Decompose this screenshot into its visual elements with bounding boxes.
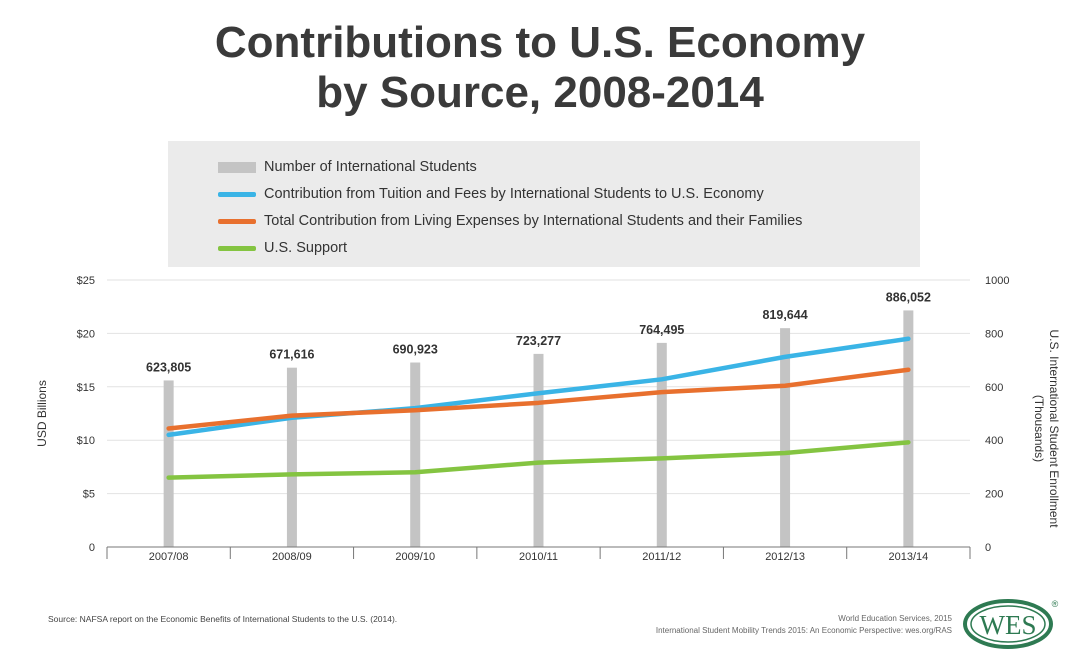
x-tick-label: 2013/14 [888, 551, 928, 563]
registered-mark: ® [1052, 599, 1059, 609]
x-tick-label: 2009/10 [395, 551, 435, 563]
y-tick-label: $15 [77, 382, 95, 394]
bar-students-2009-10 [410, 362, 421, 547]
bar-students-2011-12 [656, 342, 667, 547]
y2-tick-label: 0 [985, 542, 991, 554]
y-tick-label: $5 [83, 489, 95, 501]
legend-item-living: Total Contribution from Living Expenses … [218, 211, 802, 231]
legend-item-students: Number of International Students [218, 157, 477, 177]
y2-tick-label: 400 [985, 435, 1003, 447]
line-living-expenses [166, 367, 911, 431]
y-tick-label: 0 [89, 542, 95, 554]
legend-label-tuition: Contribution from Tuition and Fees by In… [264, 186, 764, 202]
x-tick-label: 2011/12 [642, 551, 681, 563]
chart-title: Contributions to U.S. Economy by Source,… [0, 18, 1080, 118]
y2-axis-label: U.S. International Student Enrollment [1047, 329, 1061, 528]
y-tick-label: $10 [77, 435, 95, 447]
x-tick-label: 2007/08 [149, 551, 189, 563]
legend: Number of International Students Contrib… [168, 141, 920, 267]
y2-tick-label: 200 [985, 489, 1003, 501]
wes-logo: WES ® [963, 599, 1059, 649]
bar-students-2008-09 [286, 367, 297, 547]
bar-value-label: 819,644 [762, 308, 807, 322]
credit-line-2: International Student Mobility Trends 20… [655, 626, 952, 635]
legend-label-students: Number of International Students [264, 159, 477, 175]
credit-line-1: World Education Services, 2015 [838, 614, 952, 623]
legend-swatch-students [218, 161, 256, 173]
bar-students-2010-11 [533, 353, 544, 547]
bar-value-label: 690,923 [393, 343, 438, 357]
y-tick-label: $25 [77, 275, 95, 287]
y2-axis-label-units: (Thousands) [1032, 395, 1046, 462]
legend-label-living: Total Contribution from Living Expenses … [264, 213, 803, 229]
x-tick-label: 2008/09 [272, 551, 312, 563]
x-tick-label: 2010/11 [519, 551, 558, 563]
line-us-support [166, 440, 911, 480]
chart-plot: 0 $5 $10 $15 $20 $25 0 200 400 600 800 1000 USD Bill… [35, 275, 1061, 563]
bar-students-2012-13 [780, 328, 791, 547]
legend-item-tuition: Contribution from Tuition and Fees by In… [218, 184, 764, 204]
bar-value-label: 623,805 [146, 360, 191, 374]
title-line-2: by Source, 2008-2014 [316, 68, 764, 117]
bar-value-label: 671,616 [269, 348, 314, 362]
bar-students-2013-14 [903, 310, 914, 547]
legend-swatch-tuition [218, 191, 256, 197]
bar-value-label: 723,277 [516, 334, 561, 348]
legend-swatch-living [218, 218, 256, 224]
y-axis-label: USD Billions [35, 380, 49, 447]
title-line-1: Contributions to U.S. Economy [214, 18, 866, 67]
y-tick-label: $20 [77, 328, 95, 340]
wes-logo-text: WES [980, 610, 1037, 640]
y2-tick-label: 1000 [985, 275, 1009, 287]
y2-tick-label: 800 [985, 328, 1003, 340]
y2-tick-label: 600 [985, 382, 1003, 394]
bar-students-2007-08 [163, 380, 174, 547]
x-tick-label: 2012/13 [765, 551, 805, 563]
legend-swatch-support [218, 245, 256, 251]
bar-value-label: 886,052 [886, 290, 931, 304]
bar-value-label: 764,495 [639, 323, 684, 337]
legend-label-support: U.S. Support [264, 240, 348, 256]
source-note: Source: NAFSA report on the Economic Ben… [48, 614, 398, 624]
legend-item-support: U.S. Support [218, 238, 347, 258]
